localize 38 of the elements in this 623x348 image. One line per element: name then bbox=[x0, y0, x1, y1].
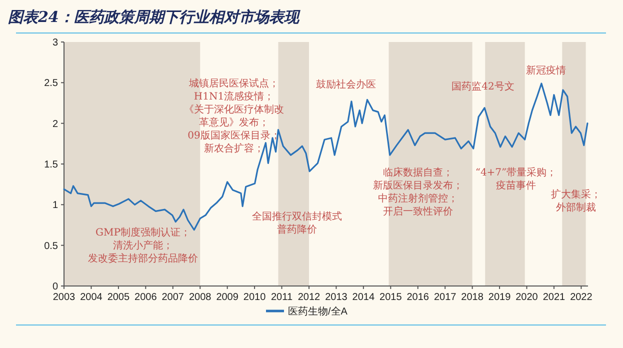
y-tick-label: 1.5 bbox=[44, 160, 58, 170]
x-tick-label: 2006 bbox=[134, 292, 158, 303]
x-tick-label: 2007 bbox=[162, 292, 184, 303]
y-tick-label: 3 bbox=[52, 38, 58, 48]
x-tick-label: 2003 bbox=[52, 292, 76, 303]
annotation: “4+7”带量采购；疫苗事件 bbox=[475, 166, 557, 192]
x-tick-label: 2019 bbox=[488, 292, 512, 303]
x-tick-label: 2008 bbox=[188, 292, 212, 303]
x-tick-label: 2016 bbox=[406, 292, 430, 303]
x-tick-label: 2013 bbox=[325, 292, 348, 303]
x-tick-label: 2021 bbox=[542, 292, 566, 303]
x-tick-label: 2010 bbox=[243, 292, 266, 303]
annotation: 新冠疫情 bbox=[526, 64, 566, 76]
annotation: 扩大集采；外部制裁 bbox=[551, 188, 601, 214]
y-tick-label: 1 bbox=[52, 200, 58, 212]
x-tick-label: 2015 bbox=[380, 292, 402, 303]
x-tick-label: 2011 bbox=[271, 292, 293, 303]
x-tick-label: 2017 bbox=[434, 292, 457, 303]
annotation: GMP制度强制认证；清洗小产能；发改委主持部分药品降价 bbox=[88, 226, 198, 264]
x-tick-label: 2005 bbox=[107, 292, 130, 303]
x-tick-label: 2009 bbox=[216, 292, 239, 303]
x-tick-label: 2022 bbox=[570, 292, 593, 303]
chart-title: 图表24：医药政策周期下行业相对市场表现 bbox=[8, 8, 301, 26]
annotation: 鼓励社会办医 bbox=[316, 78, 376, 90]
x-tick-label: 2018 bbox=[461, 292, 484, 303]
x-tick-label: 2020 bbox=[516, 292, 538, 303]
y-tick-label: 2.5 bbox=[44, 78, 58, 90]
annotation: 临床数据自查；新版医保目录发布；中药注射剂管控；开启一致性评价 bbox=[373, 166, 463, 218]
annotation: 城镇居民医保试点；H1N1流感疫情；《关于深化医疗体制改革意见》发布；09版国家医保目录；新农合扩容； bbox=[184, 78, 284, 154]
legend-label: 医药生物/全A bbox=[288, 306, 348, 318]
x-tick-label: 2004 bbox=[80, 292, 103, 303]
y-tick-label: 0.5 bbox=[44, 240, 58, 252]
x-tick-label: 2012 bbox=[298, 292, 321, 303]
x-tick-label: 2014 bbox=[352, 292, 375, 303]
y-tick-label: 0 bbox=[52, 282, 58, 292]
annotation: 全国推行双信封模式普药降价 bbox=[252, 210, 342, 236]
y-tick-label: 2 bbox=[52, 118, 58, 130]
annotation: 国药监42号文 bbox=[452, 80, 514, 92]
